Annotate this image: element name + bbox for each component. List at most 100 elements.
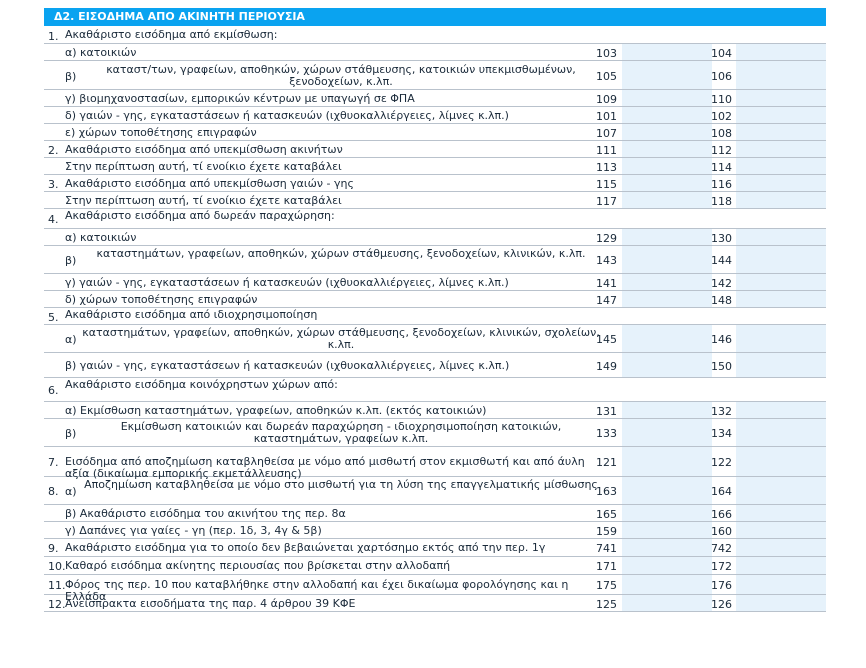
amount-field-1[interactable]: [622, 44, 712, 60]
amount-field-2[interactable]: [736, 61, 826, 89]
amount-field-1[interactable]: [622, 61, 712, 89]
amount-field-2[interactable]: [736, 158, 826, 174]
form-row: α) κατοικιών 129 130: [44, 229, 826, 246]
row-label: δ) γαιών - γης, εγκαταστάσεων ή κατασκευ…: [65, 109, 509, 122]
form-row: Στην περίπτωση αυτή, τί ενοίκιο έχετε κα…: [44, 158, 826, 175]
amount-field-1[interactable]: [622, 539, 712, 556]
row-label: δ) χώρων τοποθέτησης επιγραφών: [65, 293, 258, 306]
amount-field-1[interactable]: [622, 595, 712, 611]
amount-field-2[interactable]: [736, 192, 826, 208]
form-row: δ) χώρων τοποθέτησης επιγραφών 147 148: [44, 291, 826, 308]
amount-field-2[interactable]: [736, 175, 826, 191]
amount-field-1[interactable]: [622, 274, 712, 290]
amount-field-2[interactable]: [736, 595, 826, 611]
amount-field-2[interactable]: [736, 575, 826, 594]
section-row: 1. Ακαθάριστο εισόδημα από εκμίσθωση:: [44, 28, 826, 44]
row-number: 2.: [48, 144, 59, 157]
amount-field-2[interactable]: [736, 274, 826, 290]
form-row: ε) χώρων τοποθέτησης επιγραφών 107 108: [44, 124, 826, 141]
amount-field-1[interactable]: [622, 522, 712, 538]
amount-field-1[interactable]: [622, 325, 712, 352]
field-code-2: 126: [711, 598, 732, 611]
amount-field-2[interactable]: [736, 44, 826, 60]
row-label: Αποζημίωση καταβληθείσα με νόμο στο μισθ…: [84, 478, 598, 491]
income-real-estate-form: Δ2. ΕΙΣΟΔΗΜΑ ΑΠΟ ΑΚΙΝΗΤΗ ΠΕΡΙΟΥΣΙΑ 1. Ακα…: [44, 8, 826, 612]
field-code-1: 107: [596, 127, 617, 140]
field-code-2: 114: [711, 161, 732, 174]
row-number: 11.: [48, 579, 66, 592]
amount-field-1[interactable]: [622, 575, 712, 594]
amount-field-2[interactable]: [736, 141, 826, 157]
row-number: 5.: [48, 311, 59, 324]
amount-field-2[interactable]: [736, 539, 826, 556]
amount-field-1[interactable]: [622, 192, 712, 208]
amount-field-2[interactable]: [736, 419, 826, 446]
row-label: Ακαθάριστο εισόδημα από ιδιοχρησιμοποίησ…: [65, 308, 318, 321]
amount-field-1[interactable]: [622, 291, 712, 307]
row-label: Ακαθάριστο εισόδημα από δωρεάν παραχώρησ…: [65, 209, 335, 222]
field-code-1: 125: [596, 598, 617, 611]
row-label: α) κατοικιών: [65, 231, 137, 244]
amount-field-2[interactable]: [736, 557, 826, 574]
field-code-1: 133: [596, 427, 617, 440]
field-code-1: 111: [596, 144, 617, 157]
amount-field-2[interactable]: [736, 124, 826, 140]
amount-field-1[interactable]: [622, 141, 712, 157]
field-code-1: 113: [596, 161, 617, 174]
row-label: Στην περίπτωση αυτή, τί ενοίκιο έχετε κα…: [65, 160, 342, 173]
row-label: Καθαρό εισόδημα ακίνητης περιουσίας που …: [65, 559, 451, 572]
amount-field-1[interactable]: [622, 402, 712, 418]
row-number: 6.: [48, 384, 59, 397]
row-prefix: α): [65, 485, 77, 498]
amount-field-2[interactable]: [736, 291, 826, 307]
amount-field-1[interactable]: [622, 229, 712, 245]
field-code-2: 146: [711, 333, 732, 346]
field-code-2: 150: [711, 360, 732, 373]
amount-field-1[interactable]: [622, 419, 712, 446]
amount-field-2[interactable]: [736, 447, 826, 476]
field-code-2: 148: [711, 294, 732, 307]
field-code-1: 117: [596, 195, 617, 208]
amount-field-2[interactable]: [736, 522, 826, 538]
amount-field-2[interactable]: [736, 90, 826, 106]
amount-field-2[interactable]: [736, 402, 826, 418]
form-row: 2. Ακαθάριστο εισόδημα από υπεκμίσθωση ακ…: [44, 141, 826, 158]
amount-field-2[interactable]: [736, 325, 826, 352]
row-label: Ακαθάριστο εισόδημα για το οποίο δεν βεβ…: [65, 541, 546, 554]
amount-field-2[interactable]: [736, 477, 826, 504]
row-prefix: β): [65, 427, 77, 440]
amount-field-1[interactable]: [622, 246, 712, 273]
field-code-2: 112: [711, 144, 732, 157]
field-code-1: 121: [596, 456, 617, 469]
field-code-1: 115: [596, 178, 617, 191]
amount-field-1[interactable]: [622, 353, 712, 377]
amount-field-1[interactable]: [622, 505, 712, 521]
field-code-1: 147: [596, 294, 617, 307]
amount-field-2[interactable]: [736, 505, 826, 521]
field-code-2: 742: [711, 542, 732, 555]
row-label: β) Ακαθάριστο εισόδημα του ακινήτου της …: [65, 507, 346, 520]
amount-field-1[interactable]: [622, 175, 712, 191]
amount-field-2[interactable]: [736, 107, 826, 123]
amount-field-2[interactable]: [736, 246, 826, 273]
amount-field-1[interactable]: [622, 107, 712, 123]
amount-field-1[interactable]: [622, 557, 712, 574]
amount-field-1[interactable]: [622, 124, 712, 140]
amount-field-2[interactable]: [736, 229, 826, 245]
field-code-1: 129: [596, 232, 617, 245]
form-row: γ) Δαπάνες για γαίες - γη (περ. 1δ, 3, 4…: [44, 522, 826, 539]
field-code-2: 176: [711, 579, 732, 592]
field-code-2: 134: [711, 427, 732, 440]
section-title: Δ2. ΕΙΣΟΔΗΜΑ ΑΠΟ ΑΚΙΝΗΤΗ ΠΕΡΙΟΥΣΙΑ: [44, 8, 826, 26]
field-code-2: 110: [711, 93, 732, 106]
amount-field-1[interactable]: [622, 90, 712, 106]
amount-field-2[interactable]: [736, 353, 826, 377]
row-number: 1.: [48, 30, 59, 43]
row-number: 4.: [48, 213, 59, 226]
row-label: γ) γαιών - γης, εγκαταστάσεων ή κατασκευ…: [65, 276, 509, 289]
amount-field-1[interactable]: [622, 477, 712, 504]
amount-field-1[interactable]: [622, 447, 712, 476]
row-number: 7.: [48, 456, 59, 469]
row-prefix: β): [65, 70, 77, 83]
amount-field-1[interactable]: [622, 158, 712, 174]
